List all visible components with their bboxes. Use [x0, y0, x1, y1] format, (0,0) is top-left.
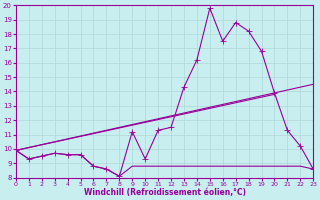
- X-axis label: Windchill (Refroidissement éolien,°C): Windchill (Refroidissement éolien,°C): [84, 188, 245, 197]
